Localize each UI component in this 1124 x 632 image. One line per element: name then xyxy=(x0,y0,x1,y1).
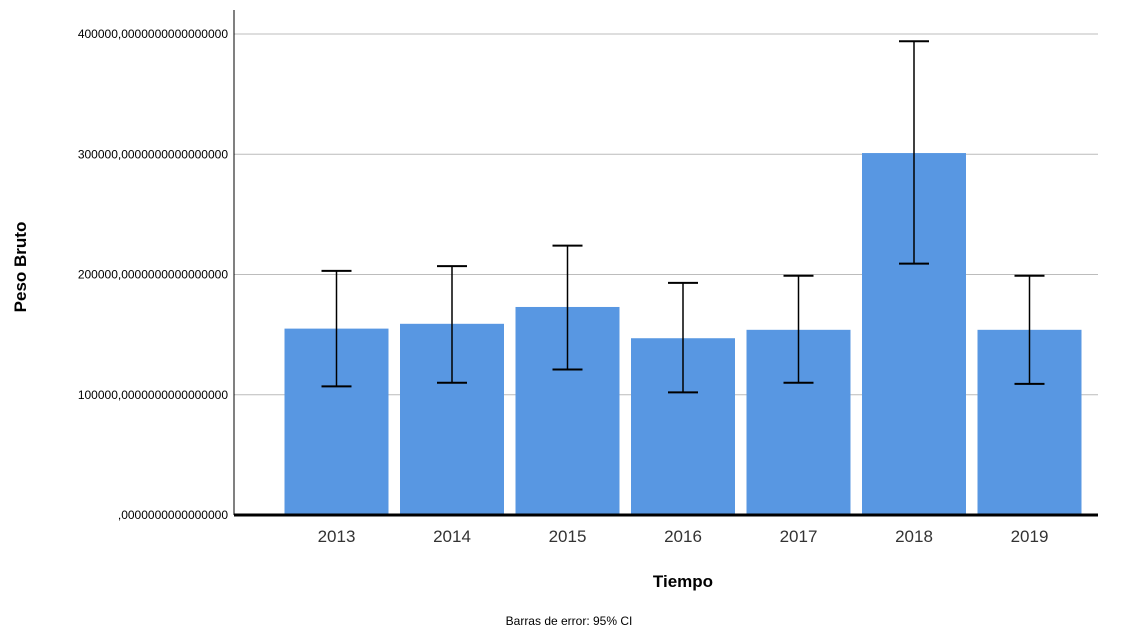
error-bar-footnote: Barras de error: 95% CI xyxy=(506,614,633,628)
x-tick-label: 2017 xyxy=(780,527,818,546)
x-tick-label: 2018 xyxy=(895,527,933,546)
y-tick-label: 100000,0000000000000000 xyxy=(78,388,228,402)
error-bar-2018 xyxy=(899,40,929,265)
error-bar-2017 xyxy=(783,274,814,384)
y-tick-label: ,0000000000000000 xyxy=(118,508,228,522)
error-bar-2016 xyxy=(668,281,698,394)
y-tick-labels: ,0000000000000000 100000,0000000000000000… xyxy=(78,27,228,522)
y-tick-label: 300000,0000000000000000 xyxy=(78,147,228,161)
x-tick-label: 2016 xyxy=(664,527,702,546)
error-bar-2015 xyxy=(552,244,583,371)
y-axis-title: Peso Bruto xyxy=(11,222,30,313)
x-tick-label: 2015 xyxy=(549,527,587,546)
x-axis-title: Tiempo xyxy=(653,572,713,591)
x-tick-label: 2014 xyxy=(433,527,471,546)
error-bars xyxy=(321,40,1045,394)
y-tick-label: 200000,0000000000000000 xyxy=(78,268,228,282)
x-tick-label: 2019 xyxy=(1011,527,1049,546)
error-bar-2014 xyxy=(437,265,467,384)
y-tick-label: 400000,0000000000000000 xyxy=(78,27,228,41)
axes xyxy=(233,10,1098,517)
error-bar-2013 xyxy=(321,269,352,388)
error-bar-2019 xyxy=(1014,274,1045,385)
x-tick-label: 2013 xyxy=(318,527,356,546)
x-tick-labels: 2013 2014 2015 2016 2017 2018 2019 xyxy=(318,527,1049,546)
